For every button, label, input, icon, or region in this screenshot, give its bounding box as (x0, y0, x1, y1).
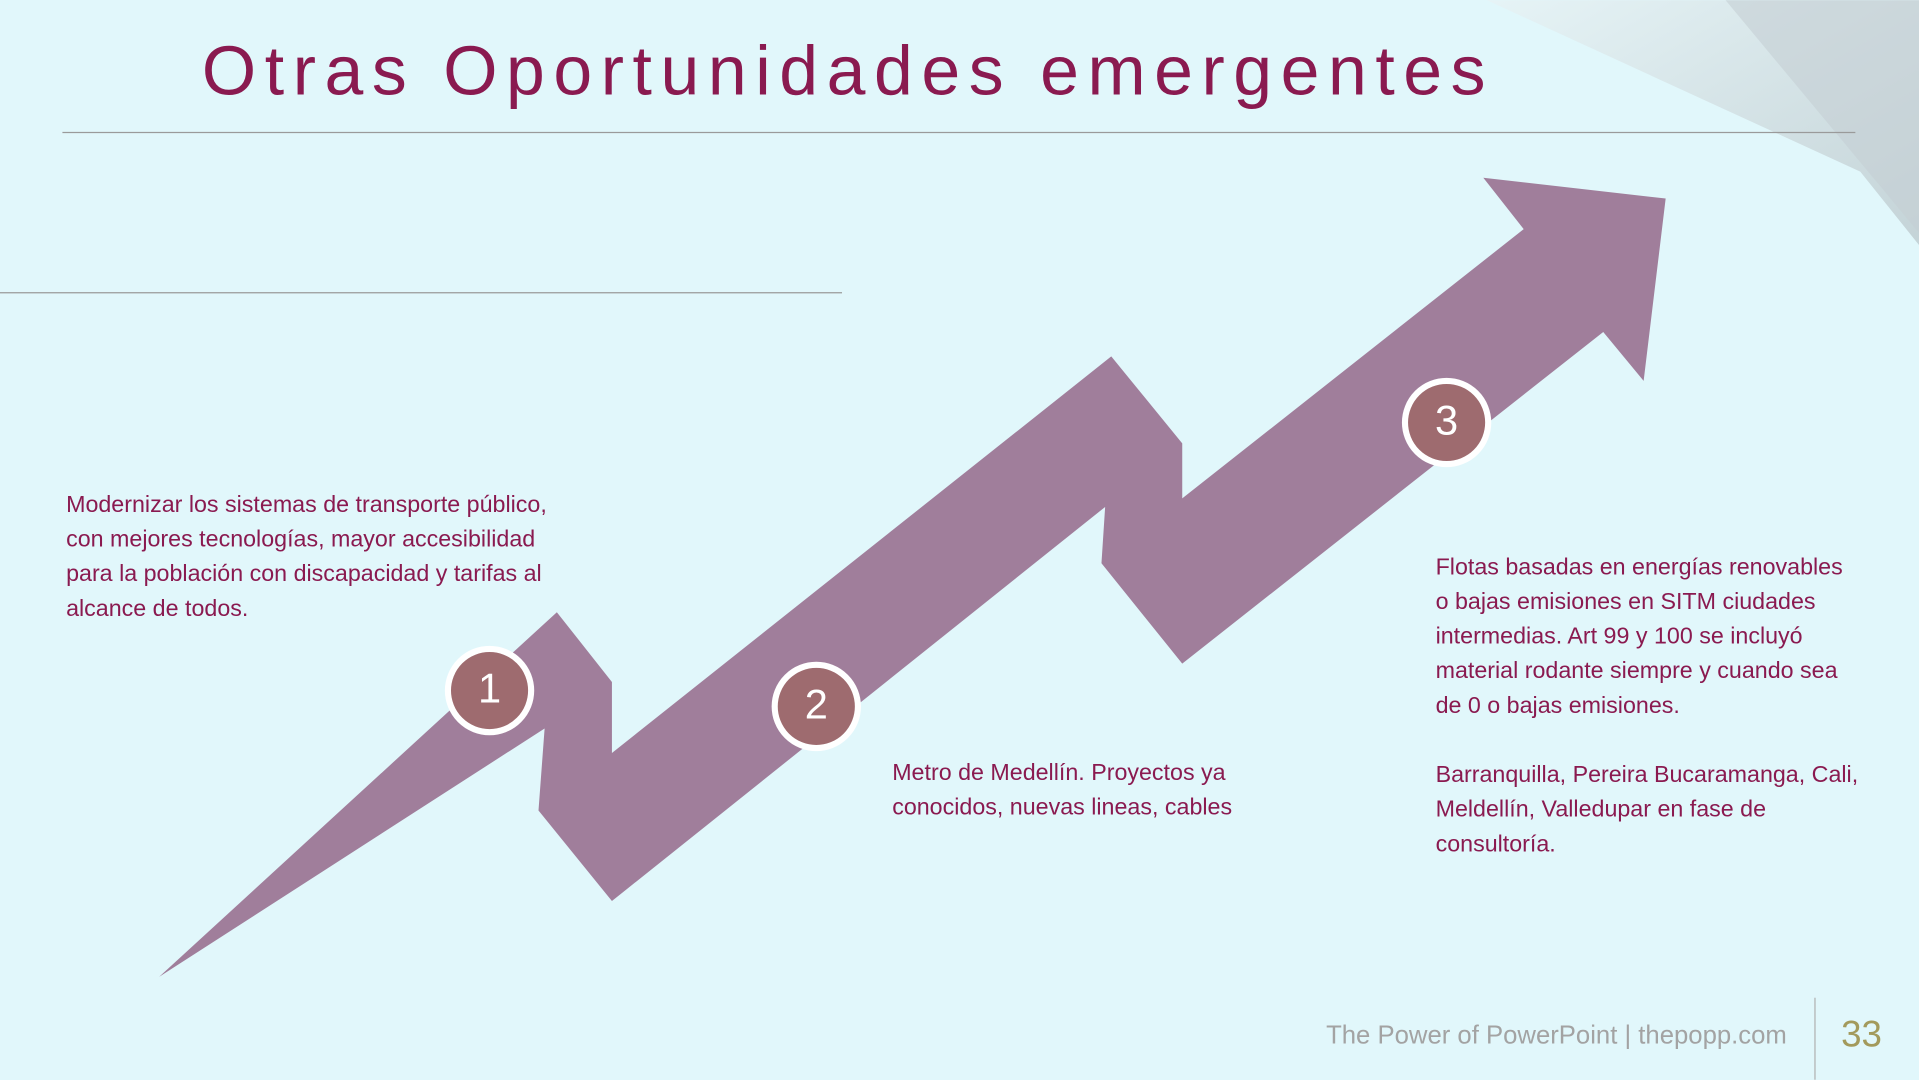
step-text: con mejores tecnologías, mayor accesibil… (66, 526, 535, 552)
step-badge (444, 645, 535, 736)
step-text: consultoría. (1436, 830, 1556, 856)
step-text: Flotas basadas en energías renovables (1436, 553, 1843, 579)
step-text: material rodante siempre y cuando sea (1436, 657, 1838, 683)
step-text: Metro de Medellín. Proyectos ya (892, 759, 1225, 785)
step-badge (1401, 377, 1492, 468)
step-text: Barranquilla, Pereira Bucaramanga, Cali, (1436, 761, 1859, 787)
step-badge (771, 661, 861, 752)
step-number: 2 (805, 681, 828, 728)
slide-title: Otras Oportunidades emergentes (202, 32, 1494, 110)
step-number: 3 (1435, 397, 1458, 444)
step-text: Meldellín, Valledupar en fase de (1436, 796, 1766, 822)
step-text: de 0 o bajas emisiones. (1436, 692, 1680, 718)
step-text: para la población con discapacidad y tar… (66, 560, 542, 586)
step-text: conocidos, nuevas lineas, cables (892, 794, 1232, 820)
growth-arrow (159, 177, 1666, 977)
step-text: o bajas emisiones en SITM ciudades (1436, 588, 1816, 614)
step-text: Modernizar los sistemas de transporte pú… (66, 491, 547, 517)
step-number: 1 (478, 665, 501, 712)
step-text: intermedias. Art 99 y 100 se incluyó (1436, 623, 1803, 649)
page-number: 33 (1841, 1014, 1882, 1055)
footer-text: The Power of PowerPoint | thepopp.com (1326, 1022, 1787, 1050)
step-text: alcance de todos. (66, 595, 248, 621)
steps: 1 Modernizar los sistemas de transporte p… (66, 377, 1859, 856)
